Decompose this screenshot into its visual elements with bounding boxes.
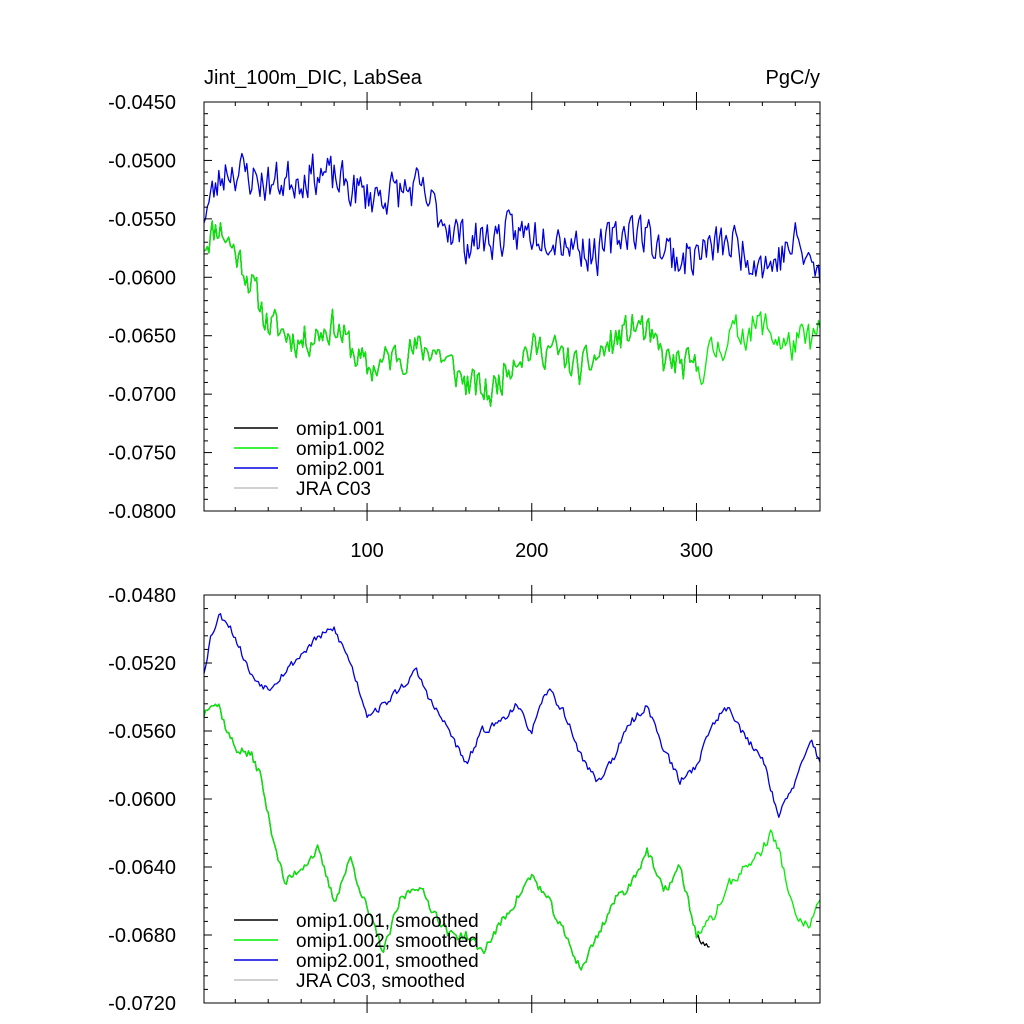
axes: -0.0480 -0.0520 -0.0560 -0.0600 -0.0640 -0.06… <box>108 585 820 1015</box>
y-tick-label: -0.0800 <box>108 501 176 523</box>
axes: -0.0450 -0.0500 -0.0550 -0.0600 -0.0650 -0.07… <box>108 92 820 562</box>
legend-label: omip1.002 <box>296 439 385 460</box>
y-tick-label: -0.0480 <box>108 585 176 607</box>
y-tick-label: -0.0750 <box>108 443 176 465</box>
series-line <box>203 220 821 407</box>
series-line <box>203 220 698 407</box>
legend-label: omip1.001 <box>296 419 385 440</box>
panel-bottom: -0.0480 -0.0520 -0.0560 -0.0600 -0.0640 -0.06… <box>108 585 821 1015</box>
series-line <box>203 152 821 284</box>
legend-label: omip2.001 <box>296 459 385 480</box>
x-tick-label: 100 <box>350 540 383 562</box>
y-tick-label: -0.0600 <box>108 267 176 289</box>
y-tick-label: -0.0700 <box>108 384 176 406</box>
y-tick-label: -0.0550 <box>108 209 176 231</box>
y-tick-label: -0.0650 <box>108 326 176 348</box>
series-line <box>203 613 821 818</box>
x-tick-label: 200 <box>515 540 548 562</box>
y-tick-label: -0.0500 <box>108 150 176 172</box>
x-tick-label: 300 <box>680 540 713 562</box>
legend-label: JRA C03 <box>296 479 371 500</box>
series-line <box>203 703 821 971</box>
y-tick-label: -0.0600 <box>108 789 176 811</box>
legend-label: omip1.001, smoothed <box>296 911 479 932</box>
series-group <box>203 613 821 971</box>
y-tick-label: -0.0560 <box>108 721 176 743</box>
legend-label: omip1.002, smoothed <box>296 931 479 952</box>
series-group <box>203 152 821 407</box>
units-label: PgC/y <box>766 67 820 89</box>
panel-title: Jint_100m_DIC, LabSea <box>204 67 423 89</box>
y-tick-label: -0.0520 <box>108 653 176 675</box>
legend-label: omip2.001, smoothed <box>296 951 479 972</box>
plot-frame <box>203 594 821 1004</box>
panel-top: Jint_100m_DIC, LabSea PgC/y -0.0450 -0.05… <box>108 67 821 562</box>
y-tick-label: -0.0450 <box>108 92 176 114</box>
plot-frame <box>203 101 821 512</box>
legend-label: JRA C03, smoothed <box>296 971 465 992</box>
y-tick-label: -0.0720 <box>108 993 176 1015</box>
y-tick-label: -0.0640 <box>108 857 176 879</box>
y-tick-label: -0.0680 <box>108 925 176 947</box>
